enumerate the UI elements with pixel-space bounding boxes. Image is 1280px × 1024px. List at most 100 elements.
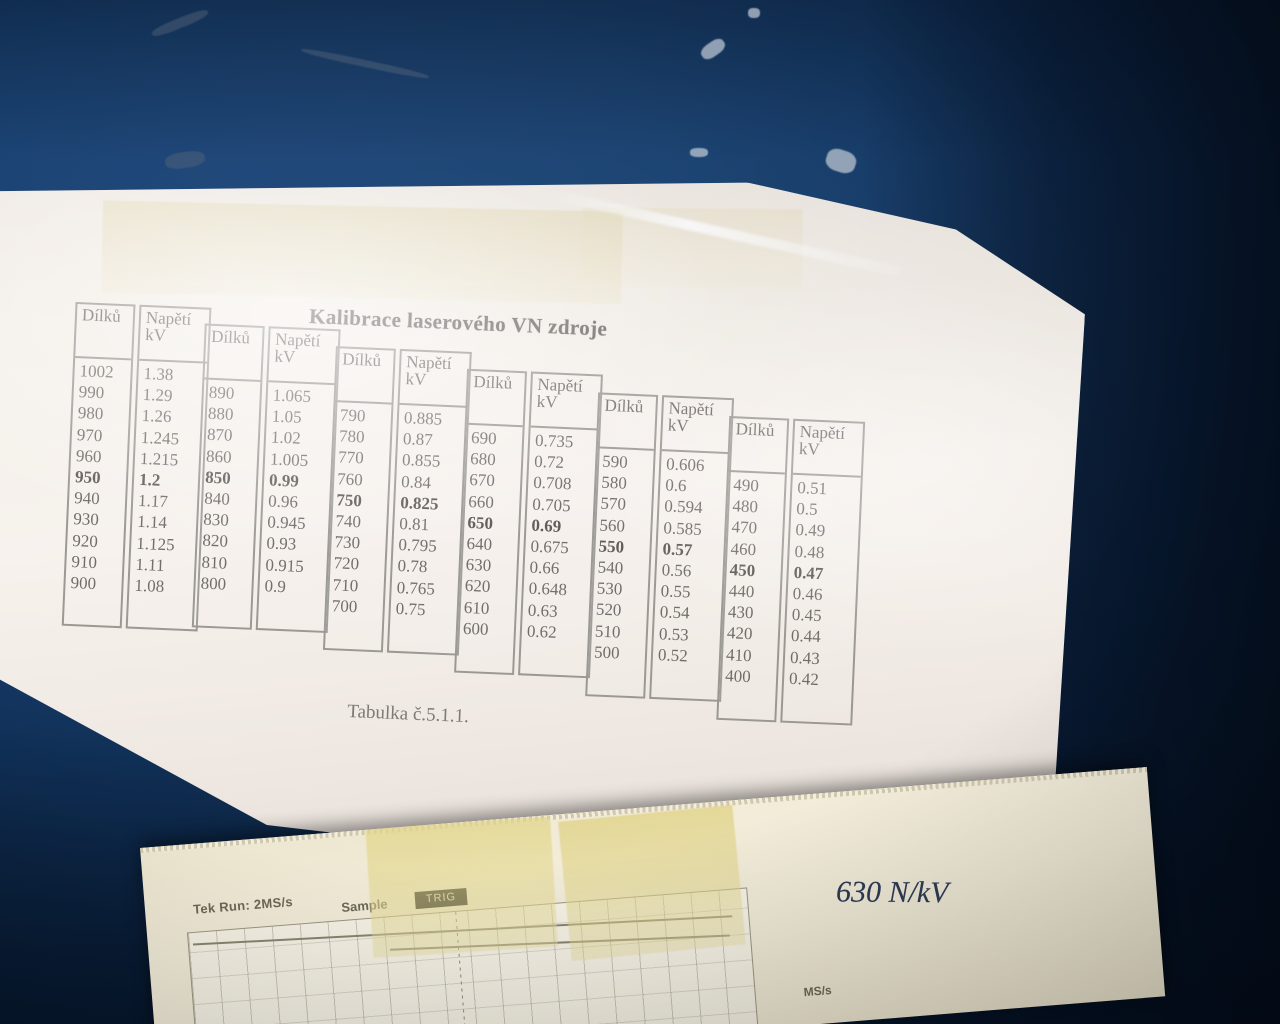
column-values-voltage: 1.065 1.05 1.02 1.005 0.99 0.96 0.945 0.93 0.915… (259, 382, 336, 601)
table-cell-divisions: 1002 (79, 361, 115, 382)
table-cell-voltage: 0.9 (264, 576, 287, 597)
table-cell-divisions: 720 (333, 553, 360, 574)
table-cell-voltage: 0.6 (664, 475, 687, 496)
column-header-divisions: Dílků (729, 418, 787, 474)
table-cell-divisions: 660 (468, 491, 495, 512)
table-cell-voltage: 0.765 (396, 577, 436, 599)
table-cell-voltage: 0.675 (530, 536, 570, 558)
table-cell-voltage: 0.43 (789, 647, 821, 668)
table-cell-divisions: 790 (339, 405, 366, 426)
table-cell-divisions: 460 (730, 538, 757, 559)
column-values-divisions: 1002 990 980 970 960 950 940 930 920 910 900 (65, 358, 131, 597)
column-divisions: Dílků 590 580 570 560 550 540 530 520 510 500 (585, 392, 658, 698)
table-cell-voltage: 0.47 (793, 562, 824, 583)
table-cell-divisions: 820 (202, 531, 229, 552)
table-cell-voltage: 0.56 (661, 560, 692, 581)
table-cell-voltage: 0.63 (527, 600, 558, 621)
table-cell-voltage: 1.26 (141, 406, 172, 427)
column-values-voltage: 0.606 0.6 0.594 0.585 0.57 0.56 0.55 0.54 0.53 0.… (653, 451, 730, 670)
table-cell-divisions: 800 (200, 573, 227, 594)
scope-samplerate-label: MS/s (803, 983, 833, 1000)
table-cell-divisions: 910 (71, 551, 98, 572)
table-column-pair: Dílků 890 880 870 860 850 840 830 820 810 800 Napět… (192, 324, 341, 634)
table-cell-voltage: 0.93 (266, 533, 297, 555)
column-values-voltage: 0.51 0.5 0.49 0.48 0.47 0.46 0.45 0.44 0.43 0.42 (784, 475, 861, 694)
table-cell-divisions: 980 (77, 403, 104, 424)
table-cell-voltage: 0.46 (792, 583, 823, 605)
column-header-divisions: Dílků (598, 394, 656, 450)
column-header-voltage-unit: kV (405, 369, 427, 390)
table-cell-voltage: 0.705 (531, 494, 571, 515)
table-cell-voltage: 0.81 (399, 514, 430, 535)
table-cell-divisions: 770 (337, 447, 365, 468)
table-cell-divisions: 850 (204, 467, 232, 488)
table-cell-voltage: 1.245 (140, 427, 180, 449)
table-cell-divisions: 540 (597, 557, 624, 578)
table-cell-voltage: 0.84 (400, 471, 432, 492)
column-header-voltage-unit: kV (144, 324, 167, 345)
column-header-voltage-unit: kV (536, 391, 558, 412)
column-header-voltage-unit: kV (798, 439, 821, 459)
handwritten-note: 630 N/kV (835, 875, 949, 910)
table-cell-voltage: 1.02 (270, 427, 302, 449)
scope-run-label: Tek Run: 2MS/s (192, 893, 294, 917)
table-cell-voltage: 1.215 (139, 448, 179, 470)
table-cell-divisions: 480 (732, 496, 759, 517)
table-cell-divisions: 640 (466, 533, 493, 555)
table-cell-divisions: 840 (203, 488, 231, 509)
table-cell-divisions: 590 (601, 451, 629, 472)
table-cell-voltage: 1.125 (135, 533, 175, 555)
table-cell-voltage: 0.66 (529, 557, 560, 579)
table-cell-divisions: 780 (338, 426, 365, 447)
table-cell-divisions: 630 (465, 555, 492, 576)
column-voltage: Napětí kV 0.51 0.5 0.49 0.48 0.47 0.46 0.45 0.44 0… (780, 419, 865, 726)
table-cell-voltage: 1.065 (272, 385, 312, 407)
column-header-divisions: Dílků (204, 326, 262, 382)
table-cell-divisions: 860 (205, 446, 233, 467)
column-divisions: Dílků 890 880 870 860 850 840 830 820 810 800 (192, 324, 265, 630)
table-cell-divisions: 610 (463, 597, 490, 618)
column-values-divisions: 490 480 470 460 450 440 430 420 410 400 (720, 472, 785, 690)
table-cell-divisions: 960 (75, 445, 102, 467)
table-cell-voltage: 0.57 (662, 539, 693, 560)
table-cell-voltage: 0.795 (398, 535, 438, 556)
table-cell-divisions: 550 (598, 536, 625, 557)
table-cell-divisions: 420 (726, 623, 753, 644)
column-values-divisions: 590 580 570 560 550 540 530 520 510 500 (589, 448, 654, 666)
table-cell-voltage: 1.005 (269, 449, 309, 470)
table-cell-divisions: 680 (469, 449, 497, 470)
table-caption: Tabulka č.5.1.1. (346, 700, 470, 728)
adhesive-tape-strip (365, 816, 559, 959)
table-cell-divisions: 760 (336, 468, 364, 490)
table-cell-voltage: 0.96 (267, 491, 299, 512)
column-divisions: Dílků 1002 990 980 970 960 950 940 930 920 910 900 (62, 302, 136, 628)
table-cell-divisions: 500 (593, 642, 620, 663)
table-cell-voltage: 1.14 (136, 512, 168, 533)
table-cell-divisions: 620 (464, 576, 491, 597)
table-cell-voltage: 0.78 (397, 556, 428, 577)
table-column-pair: Dílků 590 580 570 560 550 540 530 520 510 500 Napět… (585, 392, 734, 702)
table-cell-divisions: 560 (599, 515, 626, 536)
table-cell-divisions: 430 (727, 602, 754, 623)
adhesive-tape-strip (101, 201, 623, 304)
table-cell-divisions: 520 (595, 599, 622, 620)
table-column-pair: Dílků 690 680 670 660 650 640 630 620 610 600 Napět… (454, 369, 603, 679)
column-header-voltage: Napětí kV (268, 328, 338, 385)
table-cell-divisions: 930 (72, 509, 100, 530)
table-cell-divisions: 950 (74, 467, 102, 488)
table-cell-divisions: 920 (71, 530, 99, 551)
column-values-voltage: 0.885 0.87 0.855 0.84 0.825 0.81 0.795 0.78 0.76… (390, 405, 467, 624)
table-cell-voltage: 0.45 (791, 605, 823, 626)
table-cell-voltage: 1.11 (135, 554, 165, 575)
column-header-divisions: Dílků (75, 304, 133, 360)
table-cell-voltage: 0.825 (399, 492, 439, 514)
table-column-pair: Dílků 490 480 470 460 450 440 430 420 410 400 Napět… (716, 416, 865, 726)
table-cell-divisions: 490 (732, 475, 760, 496)
table-cell-divisions: 530 (596, 578, 623, 599)
column-divisions: Dílků 790 780 770 760 750 740 730 720 710 700 (323, 346, 396, 652)
table-cell-divisions: 650 (467, 512, 494, 533)
table-cell-voltage: 0.735 (534, 430, 574, 452)
table-cell-voltage: 1.38 (143, 363, 174, 385)
column-header-voltage-unit: kV (274, 346, 296, 367)
table-cell-divisions: 740 (335, 511, 362, 532)
